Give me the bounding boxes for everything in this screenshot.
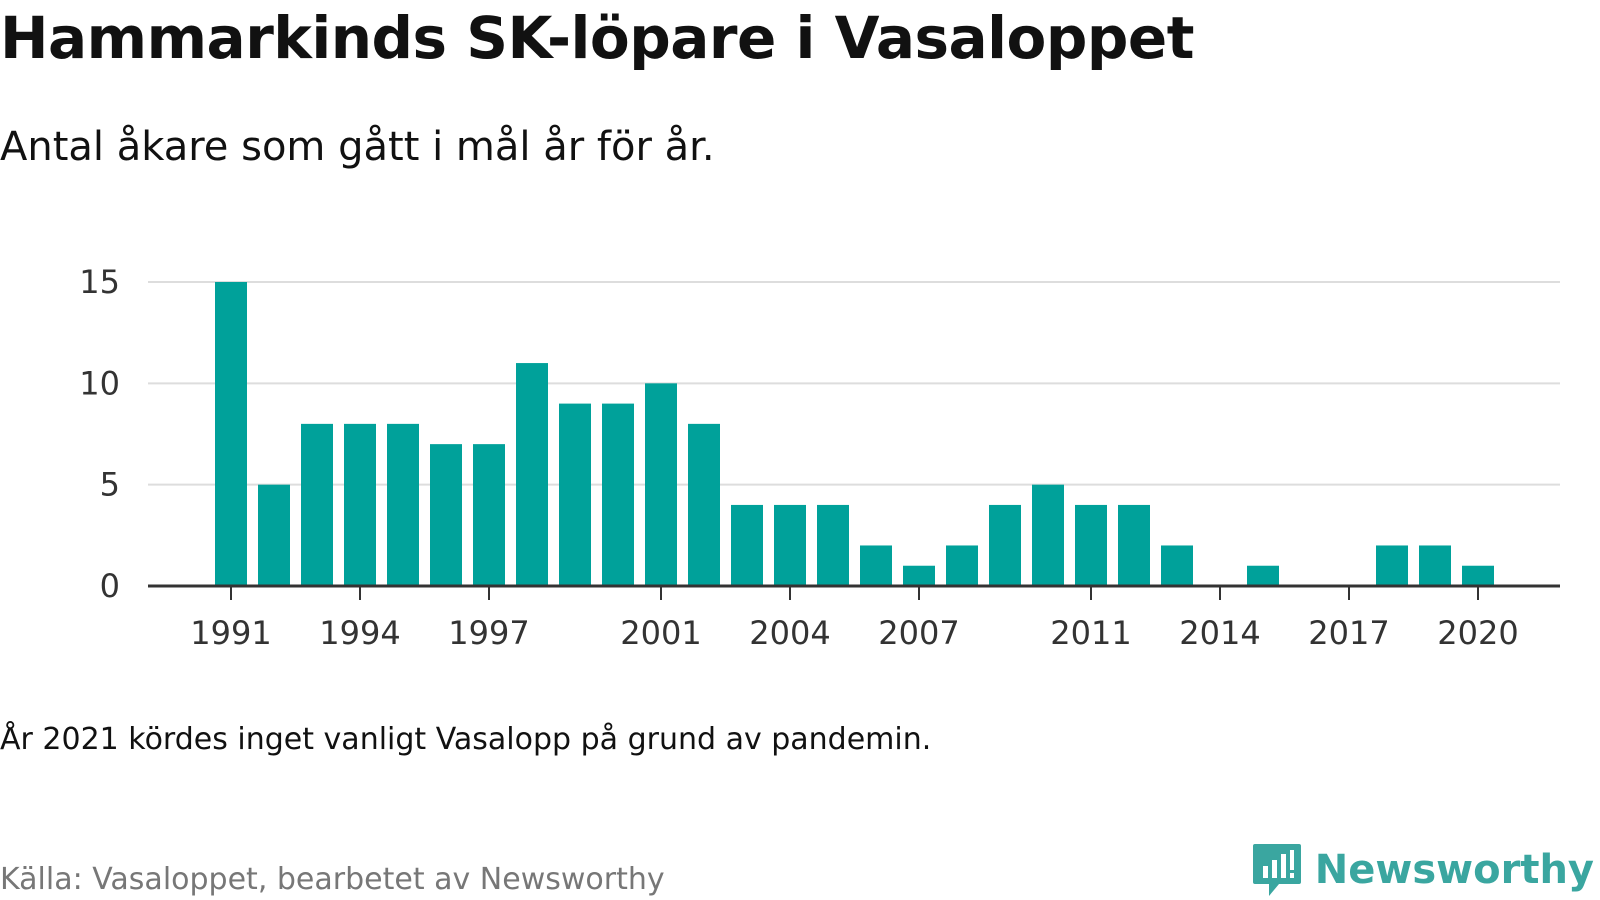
- bar-2003: [731, 504, 763, 586]
- bar-2012: [1118, 504, 1150, 586]
- bar-2020: [1462, 565, 1494, 586]
- chart-subtitle: Antal åkare som gått i mål år för år.: [0, 124, 715, 170]
- bar-2008: [946, 545, 978, 586]
- chart-title: Hammarkinds SK-löpare i Vasaloppet: [0, 4, 1194, 72]
- bar-1999: [559, 403, 591, 586]
- bar-2004: [774, 504, 806, 586]
- bar-1995: [387, 423, 419, 586]
- bar-1994: [344, 423, 376, 586]
- bar-2018: [1376, 545, 1408, 586]
- x-tick-label: 2011: [1050, 614, 1131, 652]
- y-tick-label: 10: [79, 364, 120, 402]
- bar-2002: [688, 423, 720, 586]
- bar-2001: [645, 383, 677, 586]
- bar-1996: [430, 444, 462, 586]
- x-tick-label: 2004: [749, 614, 830, 652]
- bar-2006: [860, 545, 892, 586]
- bar-2005: [817, 504, 849, 586]
- x-tick-label: 2020: [1437, 614, 1518, 652]
- x-tick-label: 1997: [448, 614, 529, 652]
- x-tick-label: 2001: [620, 614, 701, 652]
- bar-1993: [301, 423, 333, 586]
- newsworthy-logo-icon: [1252, 844, 1301, 896]
- bar-2007: [903, 565, 935, 586]
- bar-2019: [1419, 545, 1451, 586]
- bar-1997: [473, 444, 505, 586]
- source-text: Källa: Vasaloppet, bearbetet av Newswort…: [0, 862, 665, 897]
- x-tick-label: 2014: [1179, 614, 1260, 652]
- y-tick-label: 15: [79, 263, 120, 301]
- x-tick-label: 2007: [878, 614, 959, 652]
- x-tick-label: 2017: [1308, 614, 1389, 652]
- bar-2015: [1247, 565, 1279, 586]
- x-tick-label: 1991: [190, 614, 271, 652]
- y-tick-label: 5: [100, 466, 120, 504]
- bar-1991: [215, 282, 247, 586]
- chart-note: År 2021 kördes inget vanligt Vasalopp på…: [0, 722, 932, 757]
- y-tick-label: 0: [100, 567, 120, 605]
- bar-1992: [258, 484, 290, 586]
- bar-1998: [516, 363, 548, 586]
- brand-name: Newsworthy: [1314, 847, 1594, 893]
- bar-2009: [989, 504, 1021, 586]
- newsworthy-brand: Newsworthy: [1251, 842, 1594, 898]
- bar-2010: [1032, 484, 1064, 586]
- bar-2011: [1075, 504, 1107, 586]
- x-tick-label: 1994: [319, 614, 400, 652]
- bar-2000: [602, 403, 634, 586]
- bar-chart: 0 5 10 15 1991 1994 1997 2001 2004 2007 2011 2014 20…: [79, 263, 1560, 652]
- bar-2013: [1161, 545, 1193, 586]
